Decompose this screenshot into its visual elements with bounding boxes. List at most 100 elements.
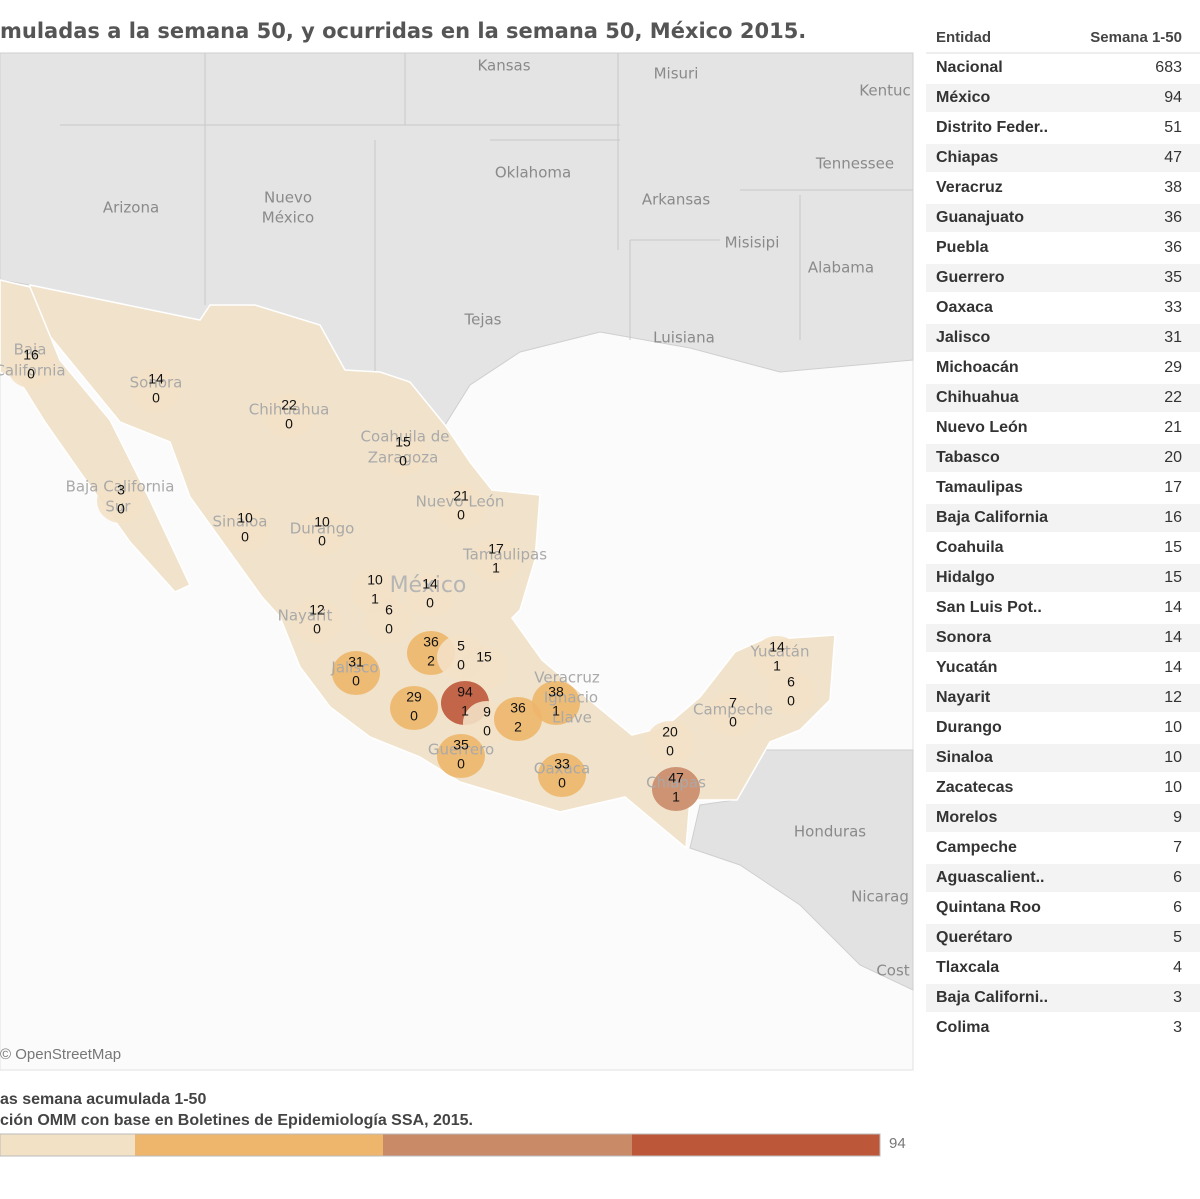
state-cumulative: 15 bbox=[476, 649, 492, 665]
row-name: Zacatecas bbox=[936, 779, 1013, 796]
state-cumulative: 36 bbox=[510, 700, 526, 716]
state-week: 0 bbox=[352, 673, 360, 689]
state-week: 0 bbox=[385, 621, 393, 637]
row-name: Quintana Roo bbox=[936, 899, 1041, 916]
state-name: Coahuila de bbox=[361, 428, 450, 446]
background-label: Misisipi bbox=[725, 234, 780, 252]
state-area bbox=[97, 479, 145, 523]
row-band bbox=[926, 264, 1200, 292]
row-name: Coahuila bbox=[936, 539, 1004, 556]
legend-max: 94 bbox=[889, 1135, 906, 1152]
row-name: Baja Californi.. bbox=[936, 989, 1048, 1006]
row-value: 22 bbox=[1164, 389, 1182, 406]
state-name: Campeche bbox=[693, 701, 773, 719]
row-value: 16 bbox=[1164, 509, 1182, 526]
row-value: 36 bbox=[1164, 209, 1182, 226]
legend-frame bbox=[0, 1133, 881, 1157]
row-name: Guanajuato bbox=[936, 209, 1024, 226]
state-area bbox=[379, 431, 427, 475]
state-area bbox=[460, 646, 508, 690]
background-label: Nuevo bbox=[264, 189, 312, 207]
legend-swatch bbox=[135, 1134, 383, 1156]
state-cumulative: 5 bbox=[457, 638, 465, 654]
state-cumulative: 20 bbox=[662, 724, 678, 740]
row-name: Oaxaca bbox=[936, 299, 993, 316]
row-value: 31 bbox=[1164, 329, 1182, 346]
state-cumulative: 94 bbox=[457, 684, 473, 700]
row-value: 3 bbox=[1173, 989, 1182, 1006]
row-name: Querétaro bbox=[936, 929, 1013, 946]
background-label: Kansas bbox=[477, 57, 530, 75]
row-name: Morelos bbox=[936, 809, 997, 826]
state-cumulative: 47 bbox=[668, 770, 684, 786]
state-week: 2 bbox=[514, 719, 522, 735]
row-name: Veracruz bbox=[936, 179, 1003, 196]
state-name: Tamaulipas bbox=[462, 546, 547, 564]
row-value: 20 bbox=[1164, 449, 1182, 466]
state-name: Llave bbox=[552, 709, 592, 727]
row-value: 29 bbox=[1164, 359, 1182, 376]
background-label: Tennessee bbox=[815, 155, 894, 173]
legend-swatch bbox=[0, 1134, 135, 1156]
state-name: Chihuahua bbox=[249, 401, 330, 419]
state-area bbox=[332, 651, 380, 695]
state-cumulative: 10 bbox=[367, 572, 383, 588]
background-label: Tejas bbox=[463, 311, 501, 329]
legend-source: ción OMM con base en Boletines de Epidem… bbox=[0, 1112, 473, 1129]
row-value: 3 bbox=[1173, 1019, 1182, 1036]
row-name: Nacional bbox=[936, 59, 1003, 76]
state-week: 0 bbox=[457, 657, 465, 673]
row-name: San Luis Pot.. bbox=[936, 599, 1042, 616]
state-week: 0 bbox=[666, 743, 674, 759]
state-area bbox=[390, 686, 438, 730]
state-area bbox=[7, 344, 55, 388]
state-week: 0 bbox=[313, 621, 321, 637]
state-week: 0 bbox=[318, 533, 326, 549]
state-week: 0 bbox=[285, 416, 293, 432]
row-band bbox=[926, 744, 1200, 772]
us-borders bbox=[60, 53, 913, 372]
state-name: Sur bbox=[105, 498, 131, 516]
state-area bbox=[132, 368, 180, 412]
background-label: México bbox=[262, 209, 314, 227]
row-name: Nayarit bbox=[936, 689, 991, 706]
state-name: Oaxaca bbox=[534, 760, 591, 778]
row-name: Chiapas bbox=[936, 149, 998, 166]
row-name: México bbox=[936, 89, 990, 106]
state-week: 0 bbox=[558, 775, 566, 791]
background-label: Arkansas bbox=[642, 191, 711, 209]
row-value: 35 bbox=[1164, 269, 1182, 286]
state-name: Sinaloa bbox=[213, 513, 268, 531]
row-name: Tlaxcala bbox=[936, 959, 999, 976]
state-week: 0 bbox=[457, 507, 465, 523]
row-band bbox=[926, 804, 1200, 832]
state-week: 0 bbox=[410, 708, 418, 724]
row-value: 10 bbox=[1164, 749, 1182, 766]
row-name: Yucatán bbox=[936, 659, 997, 676]
state-area bbox=[538, 753, 586, 797]
state-name: Baja bbox=[14, 341, 47, 359]
row-name: Chihuahua bbox=[936, 389, 1019, 406]
row-name: Distrito Feder.. bbox=[936, 119, 1048, 136]
state-week: 2 bbox=[427, 653, 435, 669]
row-band bbox=[926, 84, 1200, 112]
state-week: 0 bbox=[117, 501, 125, 517]
state-name: Baja California bbox=[66, 478, 175, 496]
row-value: 51 bbox=[1164, 119, 1182, 136]
state-name: Ignacio bbox=[544, 689, 598, 707]
state-cumulative: 6 bbox=[787, 674, 795, 690]
row-band bbox=[926, 144, 1200, 172]
state-week: 0 bbox=[426, 595, 434, 611]
state-area bbox=[753, 636, 801, 680]
mexico-land bbox=[29, 284, 836, 850]
state-area bbox=[365, 599, 413, 643]
row-value: 36 bbox=[1164, 239, 1182, 256]
state-cumulative: 21 bbox=[453, 488, 469, 504]
state-name: California bbox=[0, 362, 66, 380]
state-name: Nayarit bbox=[278, 607, 333, 625]
map: Kansas Misuri Kentuc Oklahoma Tennessee Arizo… bbox=[0, 52, 914, 1071]
row-name: Nuevo León bbox=[936, 419, 1028, 436]
state-name: Sonora bbox=[130, 374, 183, 392]
